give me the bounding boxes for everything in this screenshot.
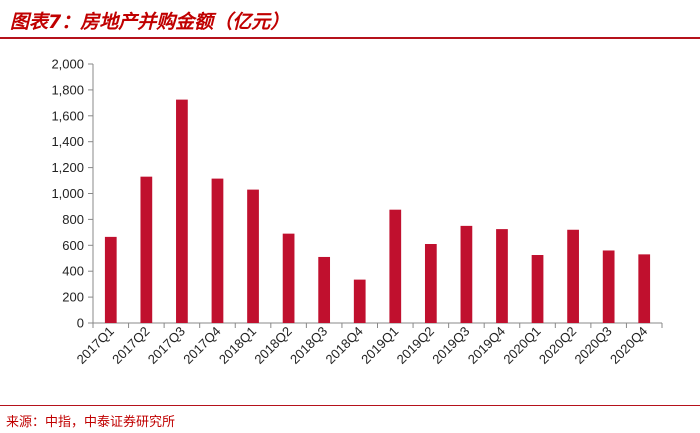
- bar-chart: 0 200 400 600 800 1,000 1,200 1,400 1,600 1,800 2,…: [51, 57, 663, 367]
- x-tick-label: 2020Q1: [500, 324, 543, 367]
- x-tick-label: 2018Q2: [251, 324, 294, 367]
- bar-2020Q4: [638, 254, 651, 323]
- bar-2018Q4: [353, 279, 366, 323]
- y-tick-label: 1,200: [51, 160, 84, 175]
- bar-2017Q4: [211, 178, 224, 323]
- bar-2018Q3: [318, 256, 331, 323]
- bar-2018Q2: [282, 233, 295, 323]
- source-note: 来源：中指，中泰证券研究所: [6, 415, 176, 430]
- y-tick-label: 1,000: [51, 186, 84, 201]
- y-tick-label: 1,800: [51, 82, 84, 97]
- x-tick-label: 2020Q2: [536, 324, 579, 367]
- x-tick-label: 2020Q3: [571, 324, 614, 367]
- title-divider: [0, 37, 700, 39]
- bar-2017Q2: [140, 176, 153, 323]
- y-tick-label: 200: [62, 290, 84, 305]
- x-tick-label: 2017Q4: [180, 324, 223, 367]
- x-tick-label: 2017Q3: [145, 324, 188, 367]
- x-tick-label: 2019Q2: [394, 324, 437, 367]
- x-tick-label: 2018Q4: [323, 324, 366, 367]
- x-tick-label: 2019Q3: [429, 324, 472, 367]
- y-tick-label: 2,000: [51, 57, 84, 72]
- x-tick-label: 2020Q4: [607, 324, 650, 367]
- bar-2019Q1: [389, 209, 402, 323]
- x-tick-label: 2018Q1: [216, 324, 259, 367]
- y-tick-label: 1,400: [51, 134, 84, 149]
- chart-title: 图表7：房地产并购金额（亿元）: [10, 11, 290, 33]
- bar-2019Q3: [460, 225, 473, 323]
- x-tick-label: 2018Q3: [287, 324, 330, 367]
- y-tick-label: 1,600: [51, 108, 84, 123]
- bar-2020Q1: [531, 255, 544, 323]
- source-divider: [0, 405, 700, 406]
- bar-2020Q3: [602, 250, 615, 323]
- bar-2017Q1: [104, 236, 117, 323]
- x-tick-label: 2017Q2: [109, 324, 152, 367]
- bar-2020Q2: [567, 229, 579, 323]
- y-tick-label: 600: [62, 238, 84, 253]
- x-tick-label: 2019Q1: [358, 324, 401, 367]
- x-tick-label: 2019Q4: [465, 324, 508, 367]
- y-tick-label: 800: [62, 212, 84, 227]
- bar-2018Q1: [247, 189, 259, 323]
- y-tick-label: 0: [77, 316, 84, 331]
- bar-2019Q4: [496, 229, 508, 323]
- bar-2019Q2: [424, 244, 437, 323]
- y-tick-label: 400: [62, 264, 84, 279]
- bar-2017Q3: [176, 99, 188, 323]
